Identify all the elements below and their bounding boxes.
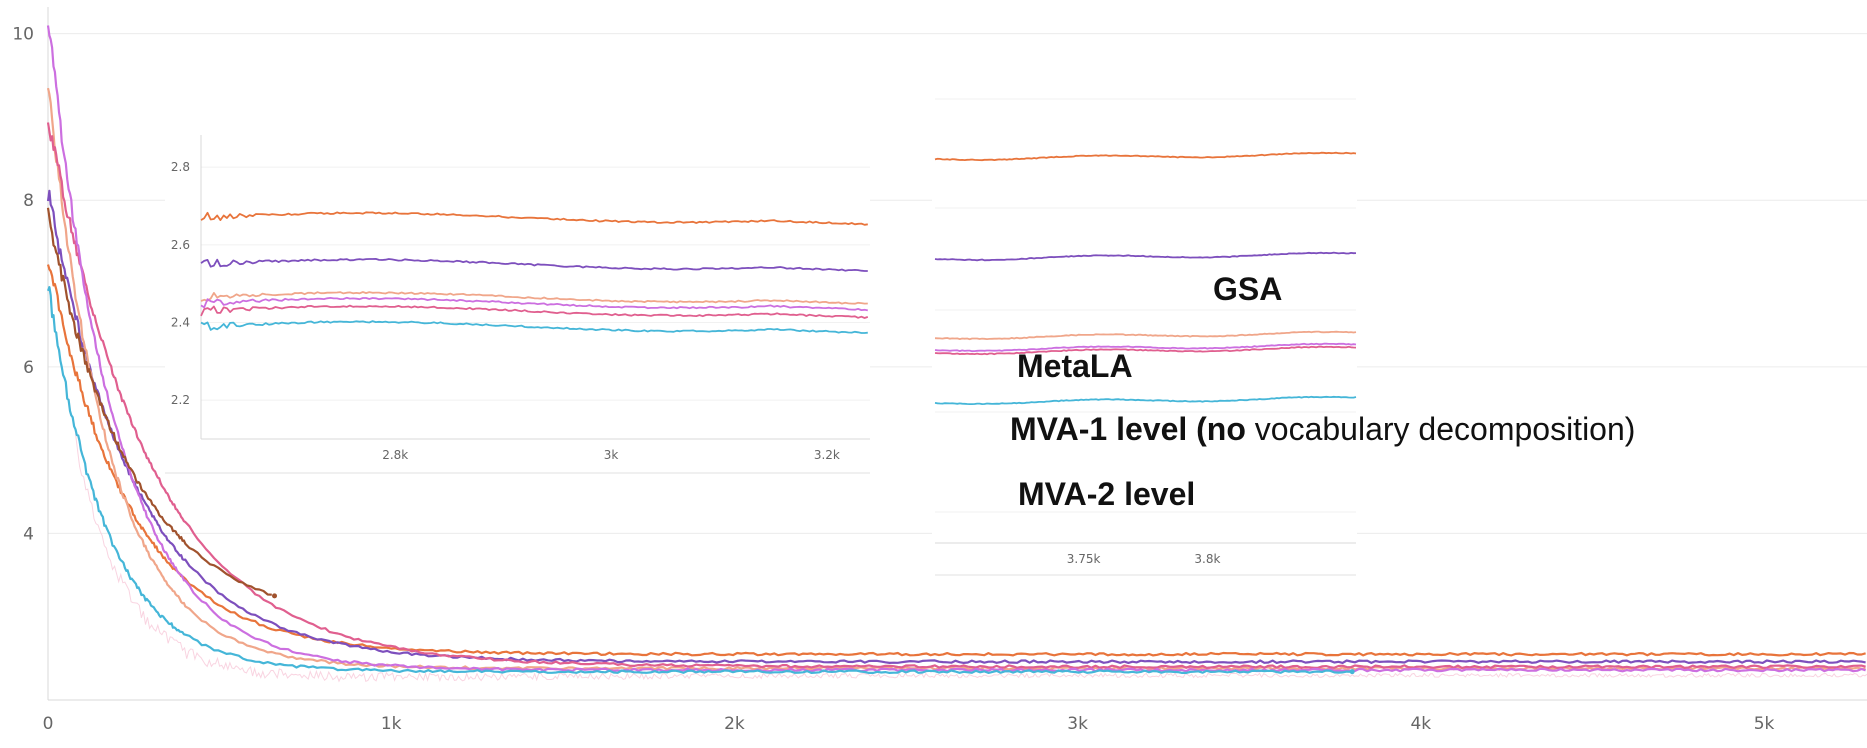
inset-1-x-tick-label-0: 2.8k: [382, 448, 408, 462]
inset-1-axis-ticks: 2.8k 3k 3.2k 2.2 2.4 2.6 2.8: [171, 160, 840, 462]
main-x-tick-label-4: 4k: [1410, 714, 1431, 734]
main-x-tick-label-3: 3k: [1067, 714, 1088, 734]
annotation-mva-1-level: MVA-1 level (no vocabulary decomposition…: [1010, 411, 1635, 447]
main-y-tick-label-2: 8: [23, 191, 34, 211]
inset-2-x-tick-label-1: 3.8k: [1194, 552, 1220, 566]
main-series-line-1: [46, 189, 1866, 664]
annotation-mva-1-bold: MVA-1 level (no: [1010, 411, 1246, 447]
main-series-line-6: [46, 286, 1351, 674]
annotation-mva-2-level: MVA-2 level: [1018, 476, 1195, 512]
inset-1-y-tick-label-2: 2.6: [171, 238, 190, 252]
inset-1-series-line-3: [200, 296, 868, 312]
main-x-tick-label-5: 5k: [1754, 714, 1775, 734]
inset-1-series-line-5: [200, 320, 868, 334]
main-x-tick-label-2: 2k: [724, 714, 745, 734]
annotation-mva-2-bold: MVA-2 level: [1018, 476, 1195, 512]
inset-2-x-tick-label-0: 3.75k: [1067, 552, 1101, 566]
main-series-group: [46, 25, 1867, 683]
inset-2-series-line-1: [934, 251, 1357, 262]
inset-2-series-line-4: [934, 345, 1357, 356]
annotation-mva-1-normal: vocabulary decomposition): [1246, 411, 1636, 447]
inset-1-y-tick-label-3: 2.8: [171, 160, 190, 174]
inset-2-series-line-0: [934, 151, 1357, 162]
inset-1-series-line-1: [200, 258, 868, 272]
inset-1-series-line-2: [200, 291, 868, 305]
main-series-line-4: [46, 25, 1866, 673]
inset-1-y-tick-label-1: 2.4: [171, 316, 190, 330]
main-series-end-point-6: [1349, 669, 1355, 675]
main-series-raw-trace: [75, 433, 1867, 683]
main-x-tick-label-0: 0: [43, 714, 54, 734]
main-series-end-point-5: [272, 593, 278, 599]
main-series-line-3: [46, 122, 1866, 669]
annotation-gsa-bold: GSA: [1213, 271, 1282, 307]
inset-1-x-tick-label-1: 3k: [604, 448, 619, 462]
main-y-tick-label-0: 4: [23, 524, 34, 544]
inset-2-axis-ticks: 3.75k 3.8k: [1067, 552, 1221, 566]
main-axis-ticks: 0 1k 2k 3k 4k 5k 4 6 8 10: [12, 25, 1774, 734]
inset-2-grid: [935, 98, 1356, 576]
inset-1-y-tick-label-0: 2.2: [171, 393, 190, 407]
main-y-tick-label-1: 6: [23, 358, 34, 378]
inset-2-series-line-2: [934, 330, 1357, 341]
inset-2-series-line-5: [934, 395, 1357, 405]
main-series-line-0: [46, 264, 1866, 657]
inset-2-series-line-3: [934, 342, 1357, 353]
inset-1-x-tick-label-2: 3.2k: [814, 448, 840, 462]
inset-1-series-line-0: [200, 211, 868, 226]
main-x-tick-label-1: 1k: [381, 714, 402, 734]
annotation-gsa: GSA: [1213, 271, 1282, 307]
inset-2-series-group: [934, 151, 1357, 405]
inset-1-series-group: [200, 211, 869, 334]
annotation-metala: MetaLA: [1017, 348, 1133, 384]
main-y-tick-label-3: 10: [12, 25, 34, 45]
main-series-line-5: [46, 207, 272, 596]
inset-1-series-line-4: [200, 304, 869, 319]
annotation-metala-bold: MetaLA: [1017, 348, 1133, 384]
